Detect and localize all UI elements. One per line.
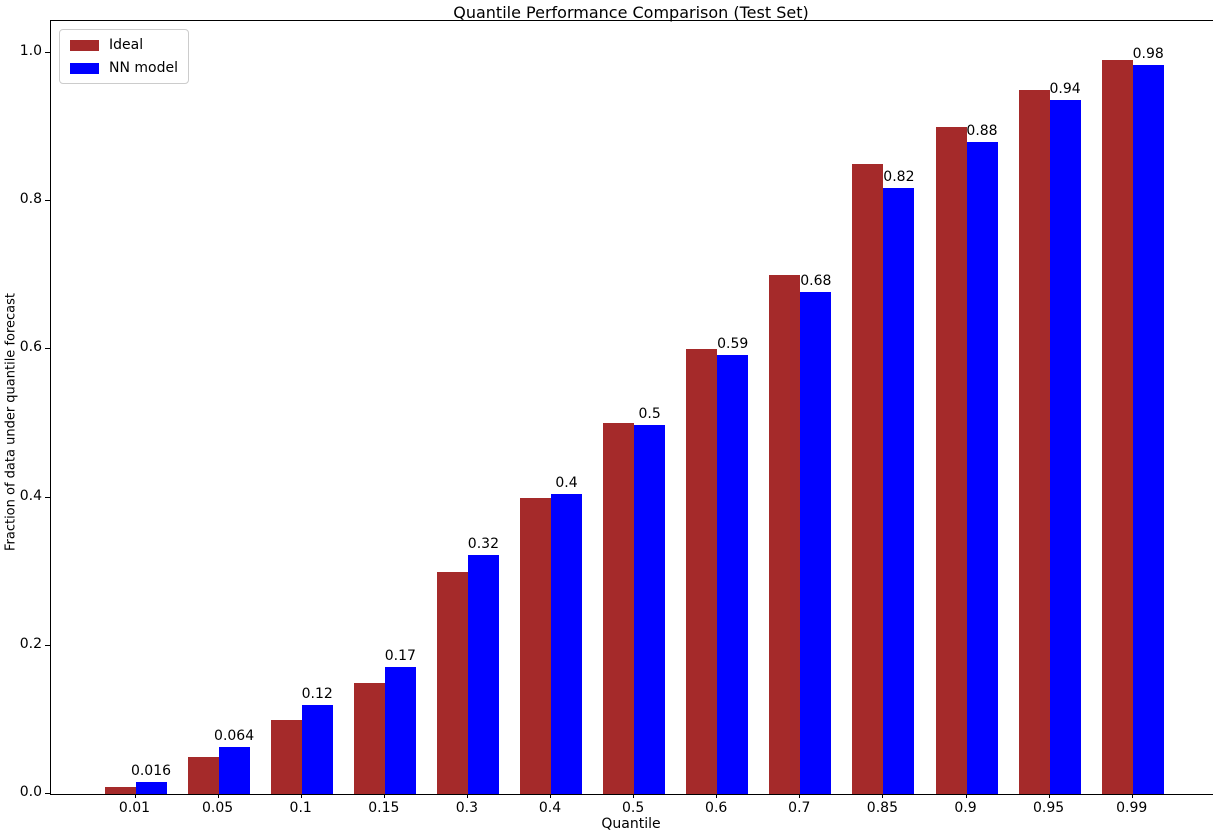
y-tick-label: 0.8 — [19, 191, 42, 207]
bar-ideal — [603, 423, 635, 794]
chart-title: Quantile Performance Comparison (Test Se… — [453, 3, 809, 22]
x-tick-label: 0.6 — [705, 800, 728, 816]
y-tick-label: 0.4 — [19, 488, 42, 504]
x-tick-mark — [716, 794, 718, 798]
bar-value-label: 0.064 — [214, 728, 255, 744]
x-tick-mark — [1048, 794, 1050, 798]
bar-nn-model — [883, 188, 915, 794]
legend-label-nn-model: NN model — [109, 60, 178, 76]
nn-model-swatch-icon — [70, 62, 99, 74]
x-axis-label: Quantile — [601, 816, 661, 832]
x-tick-mark — [383, 794, 385, 798]
y-axis-label: Fraction of data under quantile forecast — [3, 292, 19, 552]
x-tick-label: 0.95 — [1033, 800, 1065, 816]
x-tick-label: 0.1 — [289, 800, 312, 816]
bar-ideal — [187, 757, 219, 794]
bar-value-label: 0.98 — [1132, 46, 1164, 62]
x-tick-mark — [633, 794, 635, 798]
bar-ideal — [1018, 90, 1050, 794]
plot-area: Ideal NN model 0.016 0.064 0.12 0.17 0.32 0.4… — [50, 20, 1213, 795]
bar-nn-model — [135, 782, 167, 794]
bar-value-label: 0.68 — [800, 273, 832, 289]
x-tick-mark — [134, 794, 136, 798]
y-tick-mark — [45, 200, 50, 201]
bar-nn-model — [800, 292, 832, 794]
x-tick-label: 0.9 — [954, 800, 977, 816]
bar-nn-model — [717, 355, 749, 794]
x-tick-label: 0.15 — [368, 800, 400, 816]
legend-label-ideal: Ideal — [109, 37, 144, 53]
bar-nn-model — [301, 705, 333, 794]
y-tick-mark — [45, 52, 50, 53]
x-tick-mark — [882, 794, 884, 798]
x-tick-label: 0.85 — [866, 800, 898, 816]
y-tick-mark — [45, 348, 50, 349]
y-tick-label: 0.2 — [19, 636, 42, 652]
bar-ideal — [1101, 60, 1133, 794]
y-tick-label: 1.0 — [19, 43, 42, 59]
y-tick-mark — [45, 793, 50, 794]
x-tick-mark — [217, 794, 219, 798]
x-tick-label: 0.7 — [788, 800, 811, 816]
ideal-swatch-icon — [70, 39, 99, 51]
bar-value-label: 0.32 — [467, 536, 499, 552]
x-tick-label: 0.01 — [118, 800, 151, 816]
y-tick-mark — [45, 645, 50, 646]
bar-ideal — [270, 720, 302, 794]
bar-ideal — [686, 349, 718, 794]
bar-nn-model — [966, 142, 998, 794]
bar-nn-model — [551, 494, 582, 794]
bar-value-label: 0.82 — [883, 169, 915, 185]
legend: Ideal NN model — [59, 29, 189, 84]
y-tick-label: 0.6 — [19, 339, 42, 355]
bar-value-label: 0.94 — [1049, 81, 1081, 97]
x-tick-mark — [300, 794, 302, 798]
bar-nn-model — [467, 555, 499, 794]
x-tick-mark — [1131, 794, 1133, 798]
y-tick-label: 0.0 — [19, 784, 42, 800]
bar-value-label: 0.5 — [638, 406, 661, 422]
legend-entry-nn-model: NN model — [70, 60, 178, 76]
bar-nn-model — [1132, 65, 1164, 794]
bar-ideal — [520, 498, 551, 794]
bar-nn-model — [384, 667, 416, 794]
x-tick-label: 0.4 — [538, 800, 562, 816]
bar-value-label: 0.59 — [717, 336, 749, 352]
bar-ideal — [852, 164, 884, 794]
bar-value-label: 0.88 — [966, 123, 998, 139]
x-tick-mark — [799, 794, 801, 798]
bar-ideal — [436, 572, 468, 794]
x-tick-mark — [550, 794, 551, 798]
bar-ideal — [104, 787, 136, 794]
bar-value-label: 0.016 — [130, 763, 172, 779]
bar-nn-model — [218, 747, 250, 794]
legend-entry-ideal: Ideal — [70, 37, 178, 53]
bar-ideal — [935, 127, 967, 794]
bar-value-label: 0.17 — [384, 648, 416, 664]
x-tick-label: 0.5 — [621, 800, 645, 816]
x-tick-mark — [466, 794, 468, 798]
bar-ideal — [769, 275, 801, 794]
x-tick-label: 0.99 — [1116, 800, 1148, 816]
x-tick-label: 0.3 — [455, 800, 479, 816]
bar-nn-model — [634, 425, 666, 794]
bar-value-label: 0.12 — [301, 686, 333, 702]
bar-nn-model — [1049, 100, 1081, 794]
x-tick-mark — [965, 794, 967, 798]
x-tick-label: 0.05 — [202, 800, 234, 816]
bar-value-label: 0.4 — [555, 475, 578, 491]
bar-ideal — [353, 683, 385, 794]
y-tick-mark — [45, 497, 50, 498]
